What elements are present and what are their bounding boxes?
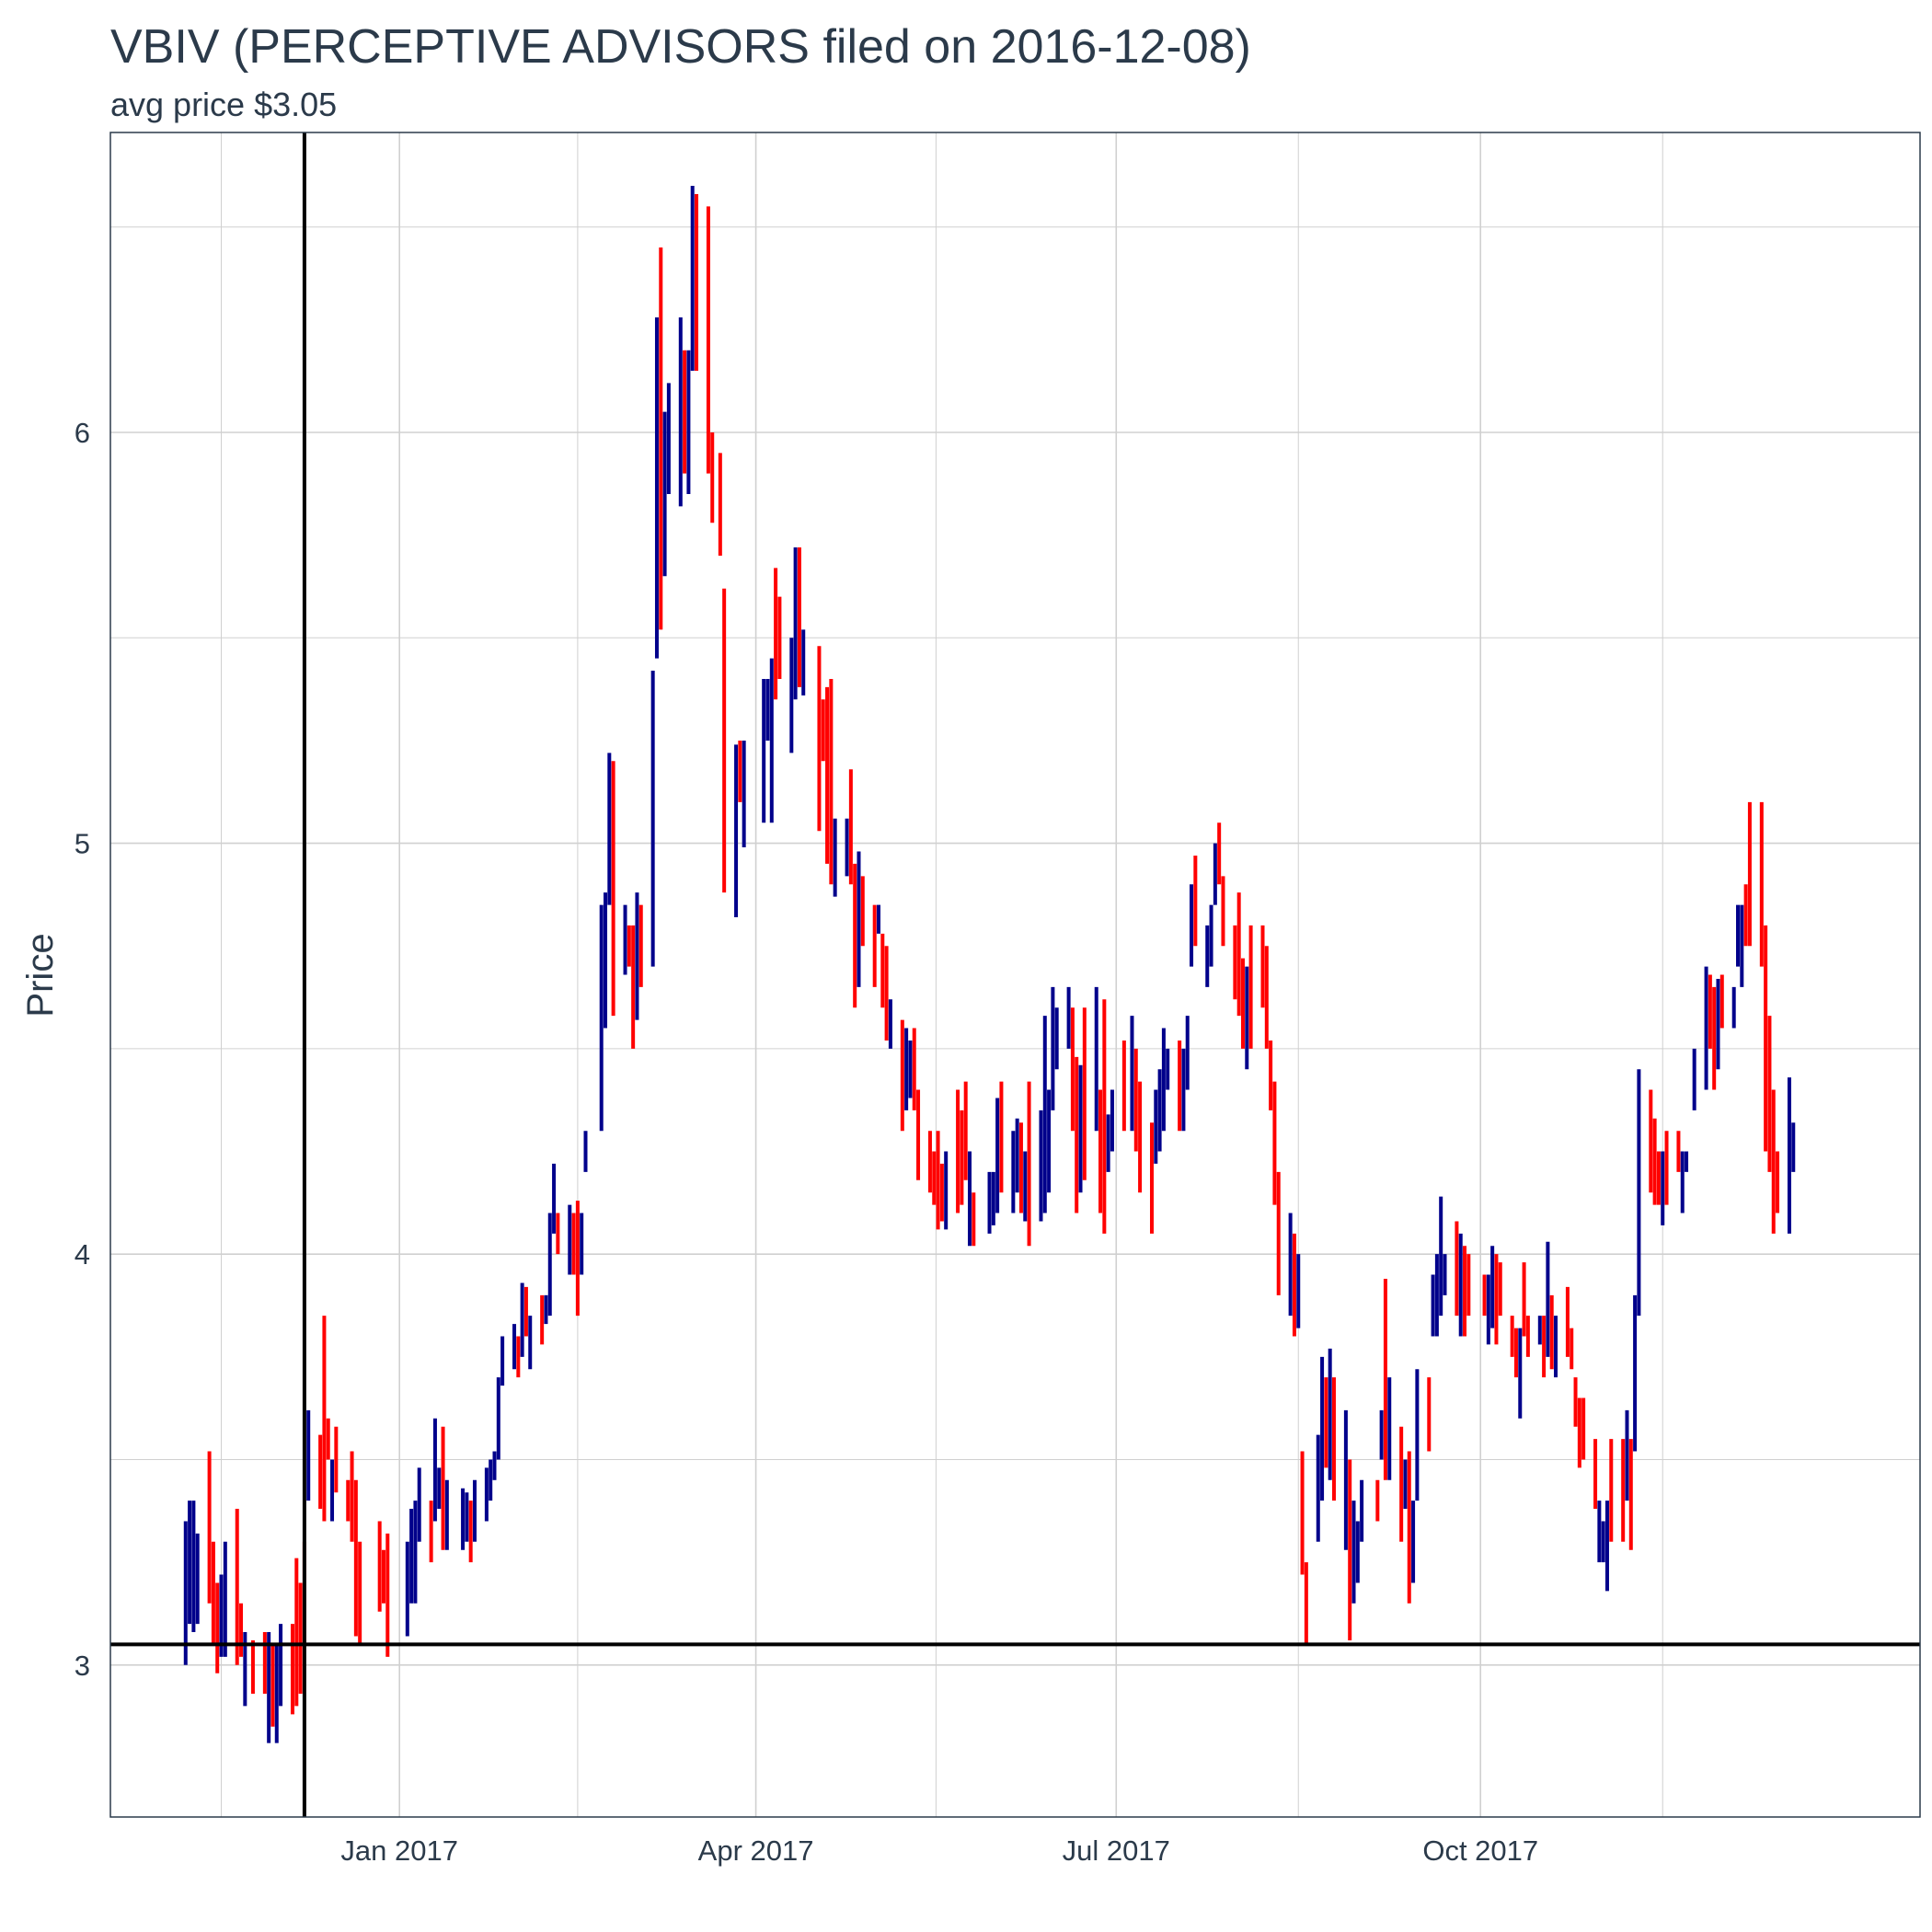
gridlines [110, 132, 1920, 1817]
price-bars [183, 186, 1796, 1743]
y-tick-label: 6 [75, 417, 90, 449]
reference-lines [110, 132, 1920, 1817]
chart-title: VBIV (PERCEPTIVE ADVISORS filed on 2016-… [110, 20, 1251, 74]
x-tick-label: Apr 2017 [698, 1834, 814, 1867]
x-tick-label: Oct 2017 [1422, 1834, 1538, 1867]
y-tick-label: 4 [75, 1238, 90, 1271]
plot-border [109, 132, 1921, 1818]
x-tick-label: Jan 2017 [340, 1834, 458, 1867]
axes: 3 4 5 6 Jan 2017 Apr 2017 Jul 2017 Oct 2017 [75, 132, 1921, 1867]
y-axis-title: Price [20, 933, 61, 1017]
y-tick-label: 5 [75, 828, 90, 860]
chart-subtitle: avg price $3.05 [110, 86, 337, 123]
y-tick-label: 3 [75, 1650, 90, 1682]
x-tick-label: Jul 2017 [1063, 1834, 1170, 1867]
